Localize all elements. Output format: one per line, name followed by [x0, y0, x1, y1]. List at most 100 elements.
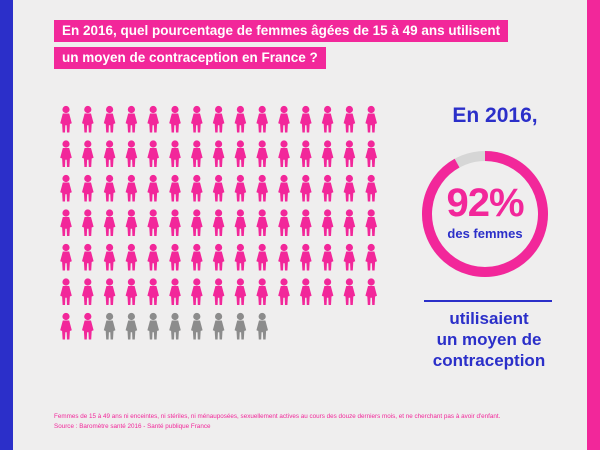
woman-icon: [169, 243, 181, 271]
woman-icon: [191, 278, 203, 305]
statement-line-3: contraception: [432, 351, 546, 370]
woman-icon: [234, 105, 247, 133]
right-pink-edge: [587, 0, 600, 450]
statement-line-2: un moyen de: [436, 330, 542, 349]
woman-icon: [278, 209, 290, 236]
separator-line: [424, 300, 552, 302]
woman-icon: [191, 209, 203, 236]
title-line-2: un moyen de contraception en France ?: [54, 47, 326, 69]
woman-icon: [82, 209, 94, 236]
woman-icon: [60, 209, 72, 236]
woman-icon: [234, 278, 247, 305]
woman-icon: [169, 174, 181, 202]
highlight-year: En 2016,: [452, 104, 538, 127]
woman-icon: [256, 174, 268, 202]
woman-icon: [321, 278, 334, 305]
woman-icon: [321, 140, 334, 167]
woman-icon: [256, 278, 268, 305]
woman-icon: [212, 105, 225, 133]
woman-icon: [125, 105, 138, 133]
woman-icon: [191, 174, 203, 202]
woman-icon: [212, 278, 225, 305]
woman-icon: [365, 278, 377, 305]
woman-icon: [212, 174, 225, 202]
woman-icon: [191, 312, 203, 340]
woman-icon: [343, 278, 356, 305]
woman-icon: [103, 243, 116, 271]
woman-icon: [300, 278, 312, 305]
title-line-1: En 2016, quel pourcentage de femmes âgée…: [54, 20, 509, 42]
statement: utilisaient un moyen de contraception: [410, 308, 568, 371]
woman-icon: [365, 174, 377, 202]
donut-value-arc: [422, 151, 548, 277]
woman-icon: [103, 105, 116, 133]
woman-icon: [125, 278, 138, 305]
woman-icon: [234, 209, 247, 236]
woman-icon: [256, 209, 268, 236]
woman-icon: [103, 278, 116, 305]
woman-icon: [191, 140, 203, 167]
woman-icon: [82, 174, 94, 202]
woman-icon: [103, 209, 116, 236]
woman-icon: [125, 174, 138, 202]
statement-line-1: utilisaient: [449, 309, 529, 328]
woman-icon: [343, 105, 356, 133]
woman-icon: [365, 243, 377, 271]
woman-icon: [365, 209, 377, 236]
percentage-subject: des femmes: [447, 226, 523, 241]
woman-icon: [321, 174, 334, 202]
woman-icon: [278, 174, 290, 202]
woman-icon: [125, 140, 138, 167]
woman-icon: [82, 105, 94, 133]
woman-icon: [147, 278, 159, 305]
woman-icon: [300, 105, 312, 133]
woman-icon: [365, 140, 377, 167]
woman-icon: [147, 105, 159, 133]
woman-icon: [103, 174, 116, 202]
woman-icon: [60, 174, 72, 202]
woman-icon: [125, 209, 138, 236]
woman-icon: [212, 312, 225, 340]
woman-icon: [256, 312, 268, 340]
woman-icon: [256, 140, 268, 167]
woman-icon: [191, 105, 203, 133]
woman-icon: [256, 105, 268, 133]
left-blue-edge: [0, 0, 13, 450]
big-percentage: 92%: [446, 181, 524, 225]
woman-icon: [300, 243, 312, 271]
woman-icon: [300, 140, 312, 167]
woman-icon: [278, 140, 290, 167]
woman-icon: [169, 105, 181, 133]
woman-icon: [300, 209, 312, 236]
woman-icon: [169, 312, 181, 340]
woman-icon: [82, 140, 94, 167]
woman-icon: [147, 174, 159, 202]
woman-icon: [125, 243, 138, 271]
woman-icon: [256, 243, 268, 271]
woman-icon: [82, 312, 94, 340]
woman-icon: [103, 140, 116, 167]
woman-icon: [212, 140, 225, 167]
woman-icon: [234, 312, 247, 340]
woman-icon: [60, 278, 72, 305]
woman-icon: [147, 209, 159, 236]
woman-icon: [169, 140, 181, 167]
woman-icon: [60, 140, 72, 167]
footnote-definition: Femmes de 15 à 49 ans ni enceintes, ni s…: [54, 413, 501, 420]
footnote-source: Source : Baromètre santé 2016 - Santé pu…: [54, 423, 211, 430]
woman-icon: [343, 209, 356, 236]
woman-icon: [60, 243, 72, 271]
woman-icon: [82, 278, 94, 305]
woman-icon: [343, 140, 356, 167]
woman-icon: [125, 312, 138, 340]
woman-icon: [212, 209, 225, 236]
woman-icon: [234, 174, 247, 202]
woman-icon: [278, 278, 290, 305]
woman-icon: [169, 209, 181, 236]
woman-icon: [191, 243, 203, 271]
woman-icon: [321, 243, 334, 271]
woman-icon: [147, 312, 159, 340]
woman-icon: [343, 174, 356, 202]
woman-icon: [278, 105, 290, 133]
